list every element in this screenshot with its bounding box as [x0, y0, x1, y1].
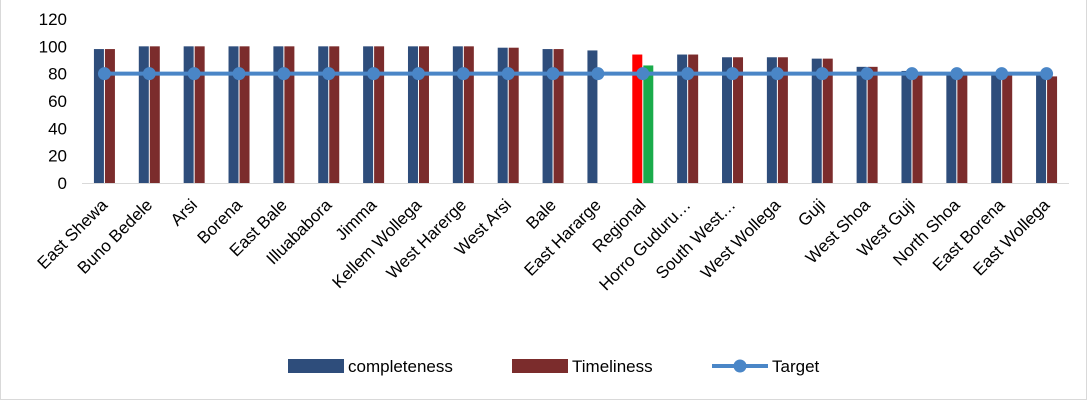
bar-timeliness-3	[239, 46, 250, 184]
bar-timeliness-5	[329, 46, 340, 184]
y-tick-label: 60	[48, 92, 67, 111]
target-marker-20	[995, 67, 1009, 81]
bar-timeliness-0	[104, 49, 115, 183]
target-marker-5	[322, 67, 336, 81]
target-marker-7	[411, 67, 425, 81]
y-tick-label: 120	[39, 10, 67, 29]
bar-completeness-19	[946, 72, 957, 183]
bar-timeliness-10	[553, 49, 564, 183]
legend-label-timeliness: Timeliness	[572, 357, 653, 376]
y-tick-label: 0	[58, 174, 67, 193]
bar-timeliness-18	[912, 72, 923, 183]
bar-timeliness-19	[957, 73, 968, 183]
y-tick-label: 80	[48, 65, 67, 84]
bar-timeliness-1	[149, 46, 160, 184]
bar-completeness-2	[183, 46, 194, 184]
bar-completeness-7	[407, 46, 418, 184]
target-marker-4	[277, 67, 291, 81]
bar-timeliness-2	[194, 46, 205, 184]
bar-completeness-16	[811, 58, 822, 184]
bar-completeness-15	[766, 57, 777, 184]
legend-swatch-timeliness	[512, 359, 568, 373]
bar-completeness-18	[901, 70, 912, 183]
bar-timeliness-13	[688, 54, 699, 184]
target-marker-15	[770, 67, 784, 81]
bars	[93, 46, 1058, 184]
bar-completeness-9	[497, 47, 508, 184]
target-marker-21	[1040, 67, 1054, 81]
legend-swatch-completeness	[288, 359, 344, 373]
bar-completeness-8	[452, 46, 463, 184]
bar-completeness-12	[632, 54, 643, 184]
target-marker-1	[142, 67, 156, 81]
bar-completeness-5	[318, 46, 329, 184]
y-tick-label: 100	[39, 37, 67, 56]
target-marker-16	[815, 67, 829, 81]
target-marker-3	[232, 67, 246, 81]
legend: completeness Timeliness Target	[288, 357, 820, 376]
bar-timeliness-15	[777, 57, 788, 184]
bar-completeness-10	[542, 49, 553, 183]
bar-completeness-11	[587, 50, 598, 183]
target-marker-14	[726, 67, 740, 81]
target-line-group	[97, 67, 1054, 81]
x-tick-label: Arsi	[167, 195, 201, 229]
bar-timeliness-7	[418, 46, 429, 184]
bar-completeness-17	[856, 66, 867, 183]
target-marker-2	[187, 67, 201, 81]
target-marker-0	[97, 67, 111, 81]
legend-marker-target	[733, 359, 747, 373]
bar-timeliness-16	[822, 58, 833, 184]
target-marker-17	[860, 67, 874, 81]
target-marker-9	[501, 67, 515, 81]
bar-timeliness-9	[508, 47, 519, 184]
target-marker-12	[636, 67, 650, 81]
bar-completeness-6	[363, 46, 374, 184]
bar-timeliness-8	[463, 46, 474, 184]
legend-label-completeness: completeness	[348, 357, 453, 376]
bar-timeliness-17	[867, 66, 878, 183]
target-marker-8	[456, 67, 470, 81]
bar-completeness-1	[138, 46, 149, 184]
y-tick-label: 20	[48, 147, 67, 166]
target-marker-18	[905, 67, 919, 81]
bar-completeness-20	[991, 73, 1002, 183]
bar-timeliness-6	[374, 46, 385, 184]
bar-timeliness-21	[1047, 76, 1058, 183]
bar-completeness-3	[228, 46, 239, 184]
x-tick-label: Bale	[522, 195, 559, 232]
y-axis: 0 20 40 60 80 100 120	[39, 10, 67, 193]
y-tick-label: 40	[48, 119, 67, 138]
bar-completeness-13	[677, 54, 688, 184]
bar-timeliness-20	[1002, 75, 1013, 183]
x-tick-label: Guji	[794, 195, 829, 230]
target-marker-6	[367, 67, 381, 81]
legend-label-target: Target	[772, 357, 820, 376]
target-marker-11	[591, 67, 605, 81]
bar-timeliness-12	[643, 65, 654, 183]
bar-timeliness-4	[284, 46, 295, 184]
target-marker-13	[681, 67, 695, 81]
bar-completeness-4	[273, 46, 284, 184]
x-tick-label: West Wollega	[697, 195, 785, 283]
target-marker-10	[546, 67, 560, 81]
bar-timeliness-14	[733, 57, 744, 184]
bar-completeness-14	[722, 57, 733, 184]
bar-completeness-21	[1036, 75, 1047, 183]
bar-completeness-0	[93, 49, 104, 183]
target-marker-19	[950, 67, 964, 81]
